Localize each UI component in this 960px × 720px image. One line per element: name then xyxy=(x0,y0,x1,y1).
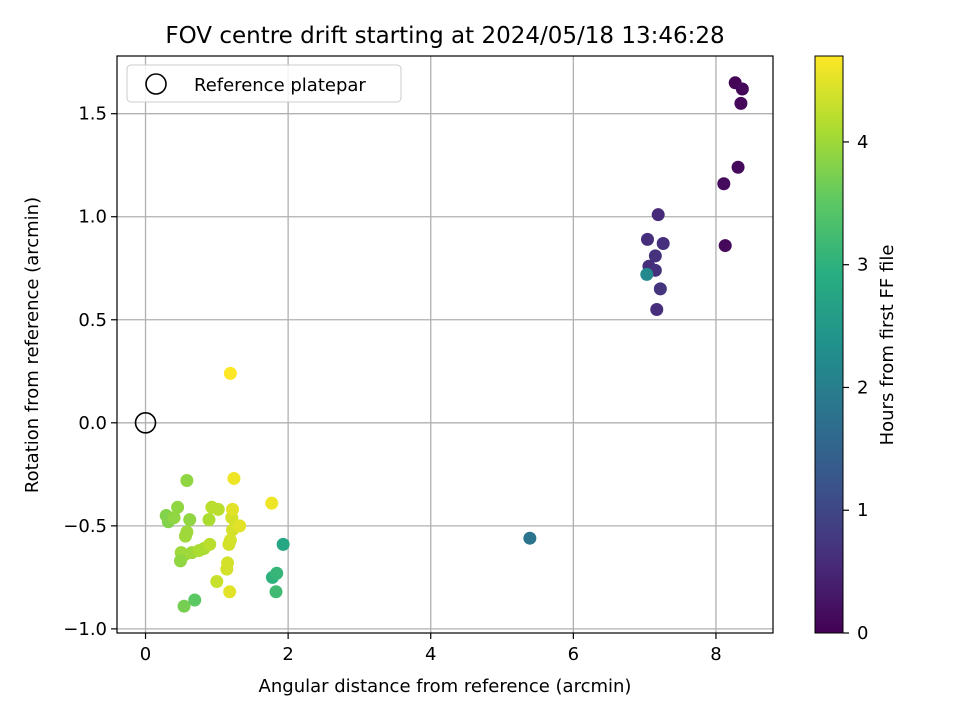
data-point xyxy=(265,496,279,510)
data-point xyxy=(177,599,191,613)
data-point xyxy=(203,537,217,551)
data-point xyxy=(227,471,241,485)
data-point xyxy=(270,566,284,580)
data-point xyxy=(648,249,662,263)
x-tick-label: 0 xyxy=(140,644,151,665)
data-point xyxy=(233,519,247,533)
data-point xyxy=(211,502,225,516)
data-point xyxy=(735,82,749,96)
y-tick-label: 0.5 xyxy=(78,310,107,331)
reference-marker xyxy=(134,412,157,434)
data-point xyxy=(226,502,240,516)
data-point xyxy=(650,302,664,316)
data-point xyxy=(734,96,748,110)
colorbar-gradient xyxy=(814,55,844,634)
data-point xyxy=(178,529,192,543)
legend-marker xyxy=(145,73,167,95)
x-axis-label: Angular distance from reference (arcmin) xyxy=(259,676,632,697)
data-point xyxy=(223,533,237,547)
colorbar-ticks: 0 1 2 3 4 xyxy=(843,132,868,644)
data-point xyxy=(651,208,665,222)
legend-label: Reference platepar xyxy=(194,75,366,96)
data-point xyxy=(202,513,216,527)
y-axis-ticks: −1.0 −0.5 0.0 0.5 1.0 1.5 xyxy=(63,104,117,640)
data-point xyxy=(173,554,187,568)
y-axis-label: Rotation from reference (arcmin) xyxy=(22,197,43,493)
y-tick-label: −1.0 xyxy=(63,619,107,640)
data-point xyxy=(656,237,670,251)
data-point xyxy=(717,177,731,191)
x-tick-label: 6 xyxy=(568,644,579,665)
data-point xyxy=(223,366,237,380)
data-point xyxy=(183,513,197,527)
data-point xyxy=(523,531,537,545)
data-point xyxy=(210,574,224,588)
data-point xyxy=(718,239,732,253)
data-point xyxy=(276,537,290,551)
y-tick-label: 1.0 xyxy=(78,207,107,228)
plot-frame xyxy=(116,55,774,634)
x-tick-label: 2 xyxy=(282,644,293,665)
data-point xyxy=(640,267,654,281)
legend-box xyxy=(126,64,402,103)
colorbar-tick-label: 3 xyxy=(857,255,868,276)
colorbar-label: Hours from first FF file xyxy=(877,245,898,446)
colorbar-tick-label: 2 xyxy=(857,377,868,398)
data-point xyxy=(167,511,181,525)
colorbar: 0 1 2 3 4 Hours from first FF file xyxy=(814,55,898,644)
x-tick-label: 4 xyxy=(425,644,436,665)
data-point xyxy=(641,232,655,246)
data-point xyxy=(180,474,194,488)
y-tick-label: 1.5 xyxy=(78,104,107,125)
reference-point-marker xyxy=(134,412,157,434)
data-point xyxy=(269,585,283,599)
y-tick-label: 0.0 xyxy=(78,413,107,434)
colorbar-tick-label: 0 xyxy=(857,623,868,644)
data-point xyxy=(653,282,667,296)
y-tick-label: −0.5 xyxy=(63,516,107,537)
data-point xyxy=(171,500,185,514)
colorbar-tick-label: 1 xyxy=(857,500,868,521)
x-tick-label: 8 xyxy=(710,644,721,665)
data-point xyxy=(188,593,202,607)
data-point xyxy=(731,160,745,174)
scatter-points xyxy=(159,76,749,613)
chart-title: FOV centre drift starting at 2024/05/18 … xyxy=(165,23,724,49)
data-point xyxy=(223,585,237,599)
x-axis-ticks: 0 2 4 6 8 xyxy=(140,633,722,665)
legend: Reference platepar xyxy=(126,64,402,103)
colorbar-tick-label: 4 xyxy=(857,132,868,153)
data-point xyxy=(220,562,234,576)
